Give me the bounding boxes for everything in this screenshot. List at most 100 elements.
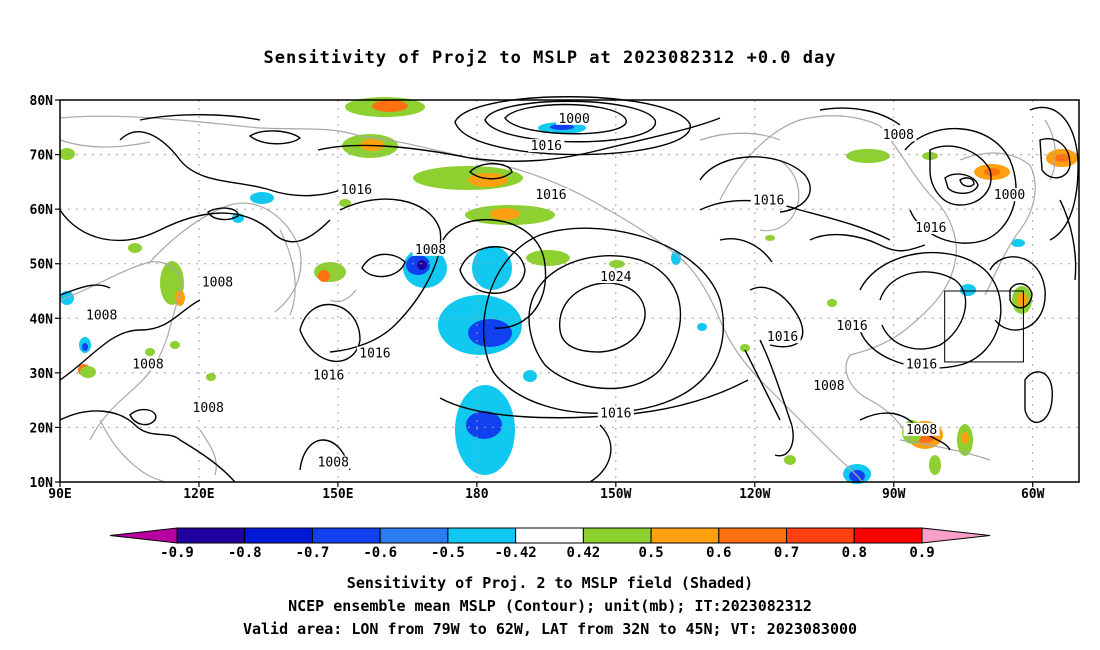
mslp-contour — [879, 271, 967, 350]
colorbar-label: -0.6 — [363, 545, 397, 561]
lon-label: 120E — [183, 487, 214, 502]
sensitivity-patch — [1017, 293, 1027, 307]
contour-label-bg — [912, 220, 949, 234]
sensitivity-patch — [314, 262, 346, 282]
mslp-contour — [1024, 371, 1053, 423]
mslp-contour — [699, 156, 811, 213]
contour-label: 1016 — [753, 194, 784, 209]
mslp-contour — [59, 284, 111, 296]
colorbar-label: -0.9 — [160, 545, 194, 561]
mslp-contour — [944, 173, 979, 194]
mslp-contour — [317, 117, 721, 162]
mslp-contour — [744, 349, 781, 421]
contour-label: 1016 — [531, 139, 562, 154]
colorbar-label: 0.9 — [909, 545, 934, 561]
mslp-contour — [361, 253, 406, 278]
mslp-contour — [719, 238, 773, 263]
sensitivity-patch — [472, 246, 512, 290]
coastline — [59, 115, 361, 137]
sensitivity-patch — [671, 251, 681, 265]
lat-label: 20N — [30, 421, 54, 436]
colorbar-segment — [650, 527, 720, 544]
contour-label-bg — [356, 346, 393, 360]
colorbar-segment — [379, 527, 449, 544]
colorbar-segment — [311, 527, 381, 544]
colorbar-segment — [447, 527, 517, 544]
contour-label: 1016 — [341, 183, 372, 198]
mslp-contour — [329, 198, 442, 353]
mslp-contour — [139, 114, 261, 121]
mslp-contour — [819, 107, 901, 126]
mslp-contour — [528, 255, 682, 390]
mslp-contour — [469, 163, 513, 180]
contour-label-bg — [310, 368, 347, 382]
contour-label-bg — [903, 357, 940, 371]
lon-label: 120W — [739, 487, 770, 502]
coastline — [99, 419, 166, 483]
contour-label: 1008 — [132, 357, 163, 372]
contour-label: 1008 — [86, 308, 117, 323]
sensitivity-patch — [466, 411, 502, 439]
contour-label-bg — [338, 182, 375, 196]
sensitivity-patch — [929, 455, 941, 475]
coastlines — [59, 115, 1056, 483]
valid-area-box — [944, 290, 1024, 363]
lat-label: 10N — [30, 476, 54, 491]
contour-label-bg — [556, 111, 593, 125]
contour-label: 1000 — [558, 112, 589, 127]
mslp-contour — [809, 233, 926, 252]
contour-label-bg — [190, 401, 227, 415]
mslp-contour — [1059, 199, 1077, 281]
colorbar-label: 0.7 — [774, 545, 799, 561]
sensitivity-patch — [1011, 239, 1025, 247]
contour-label: 1016 — [600, 407, 631, 422]
mslp-contour — [248, 130, 302, 145]
mslp-contour — [929, 145, 992, 206]
mslp-contour — [207, 207, 239, 221]
contour-label: 1008 — [813, 379, 844, 394]
contour-label: 1008 — [318, 456, 349, 471]
mslp-contour — [699, 199, 891, 241]
sensitivity-patch — [250, 192, 274, 204]
sensitivity-patch — [526, 250, 570, 266]
colorbar-segment — [718, 527, 788, 544]
sensitivity-patch — [80, 366, 96, 378]
sensitivity-patch — [961, 432, 969, 444]
sensitivity-patch — [339, 199, 351, 207]
coastline — [699, 132, 781, 141]
colorbar-segment — [515, 527, 584, 544]
mslp-contour — [559, 282, 646, 353]
sensitivity-patch — [417, 260, 427, 270]
colorbar-segment — [853, 527, 923, 544]
coastline — [899, 439, 991, 461]
lon-label: 180 — [465, 487, 489, 502]
lat-label: 60N — [30, 203, 54, 218]
lat-label: 30N — [30, 367, 54, 382]
contour-label-bg — [903, 422, 940, 436]
contour-label-bg — [750, 193, 787, 207]
mslp-contour — [959, 177, 975, 188]
contour-label: 1008 — [906, 423, 937, 438]
mslp-contour — [589, 424, 612, 483]
mslp-contour — [859, 251, 1002, 369]
sensitivity-patch — [82, 343, 88, 351]
lat-label: 40N — [30, 312, 54, 327]
colorbar-label: 0.6 — [706, 545, 731, 561]
sensitivity-patch — [145, 348, 155, 356]
mslp-contour — [484, 100, 656, 143]
mslp-contour — [59, 299, 201, 381]
mslp-contour — [749, 286, 804, 348]
sensitivity-patch — [609, 260, 625, 268]
coastline — [329, 289, 357, 303]
lon-label: 90W — [882, 487, 906, 502]
contour-label-bg — [528, 139, 565, 153]
lat-labels: 80N 70N 60N 50N 40N 30N 20N 10N — [30, 94, 54, 491]
sensitivity-patch — [846, 149, 890, 163]
colorbar-label: -0.7 — [296, 545, 330, 561]
contour-label-bg — [199, 275, 236, 289]
coastline — [1044, 119, 1056, 181]
sensitivity-patch — [765, 235, 775, 241]
mslp-contour — [59, 209, 331, 243]
lat-label: 50N — [30, 258, 54, 273]
contour-label-bg — [315, 455, 352, 469]
